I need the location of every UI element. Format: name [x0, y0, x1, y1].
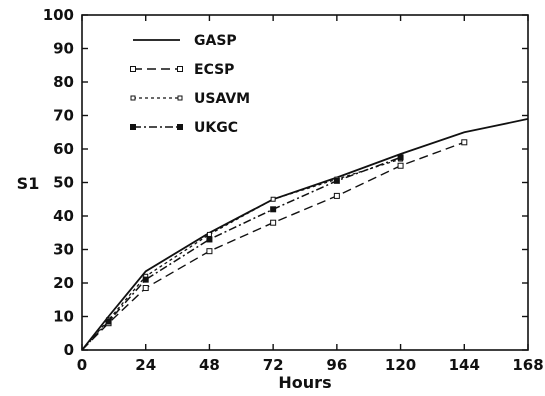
- y-axis: 0 10 20 30 40 50 60 70 80 90 100: [43, 6, 528, 359]
- series-ecsp-marker: [333, 192, 340, 199]
- y-tick-label: 60: [53, 140, 74, 158]
- series-ecsp-marker: [461, 139, 468, 146]
- series-gasp: [81, 118, 529, 351]
- plot-frame: [81, 14, 529, 351]
- y-tick-label: 10: [53, 308, 74, 326]
- x-tick-label: 144: [449, 356, 480, 374]
- series-ukgc-marker: [206, 236, 213, 243]
- series-ukgc-marker: [270, 206, 277, 213]
- series-ecsp-marker: [206, 248, 213, 255]
- y-axis-title: S1: [17, 174, 40, 193]
- y-tick-label: 100: [43, 6, 74, 24]
- legend-ecsp-start-marker: [130, 66, 136, 72]
- x-tick-label: 24: [135, 356, 156, 374]
- series-ecsp-marker: [142, 285, 149, 292]
- series-ecsp: [81, 139, 468, 351]
- series-usavm-marker: [206, 231, 212, 237]
- series-ukgc-marker: [142, 276, 149, 283]
- x-axis-title: Hours: [278, 373, 331, 392]
- series-ukgc: [81, 154, 404, 351]
- legend-ukgc-end-marker: [177, 124, 183, 130]
- legend-entry-ukgc: UKGC: [130, 120, 238, 136]
- legend-label-ukgc: UKGC: [194, 120, 238, 136]
- series-line-gasp: [81, 118, 529, 351]
- y-tick-label: 0: [64, 341, 74, 359]
- legend-usavm-end-marker: [177, 95, 183, 101]
- y-tick-label: 90: [53, 40, 74, 58]
- legend: GASP ECSP USAVM UKGC: [130, 33, 250, 136]
- series-usavm: [81, 156, 404, 351]
- y-tick-label: 70: [53, 107, 74, 125]
- x-tick-label: 168: [512, 356, 543, 374]
- series-layer: [81, 118, 529, 351]
- legend-entry-gasp: GASP: [133, 33, 237, 49]
- series-ukgc-marker: [397, 154, 404, 161]
- x-tick-label: 0: [77, 356, 87, 374]
- x-tick-label: 72: [263, 356, 284, 374]
- y-tick-label: 40: [53, 207, 74, 225]
- legend-entry-ecsp: ECSP: [130, 62, 234, 78]
- series-ukgc-marker: [333, 177, 340, 184]
- series-ukgc-marker: [105, 318, 112, 325]
- x-tick-label: 48: [199, 356, 220, 374]
- legend-ukgc-start-marker: [130, 124, 136, 130]
- series-line-ukgc: [81, 156, 401, 351]
- series-ecsp-marker: [270, 219, 277, 226]
- y-tick-label: 30: [53, 241, 74, 259]
- x-axis: 0 24 48 72 96 120 144 168: [77, 15, 544, 374]
- series-ecsp-marker: [397, 162, 404, 169]
- y-tick-label: 20: [53, 274, 74, 292]
- legend-usavm-start-marker: [130, 95, 136, 101]
- legend-ecsp-end-marker: [177, 66, 183, 72]
- legend-label-gasp: GASP: [194, 33, 237, 49]
- series-line-ecsp: [81, 141, 465, 351]
- series-usavm-marker: [270, 196, 276, 202]
- x-tick-label: 96: [326, 356, 347, 374]
- legend-entry-usavm: USAVM: [130, 91, 250, 107]
- series-line-usavm: [81, 158, 401, 351]
- y-tick-label: 80: [53, 73, 74, 91]
- legend-label-ecsp: ECSP: [194, 62, 234, 78]
- legend-label-usavm: USAVM: [194, 91, 250, 107]
- x-tick-label: 120: [385, 356, 416, 374]
- y-tick-label: 50: [53, 174, 74, 192]
